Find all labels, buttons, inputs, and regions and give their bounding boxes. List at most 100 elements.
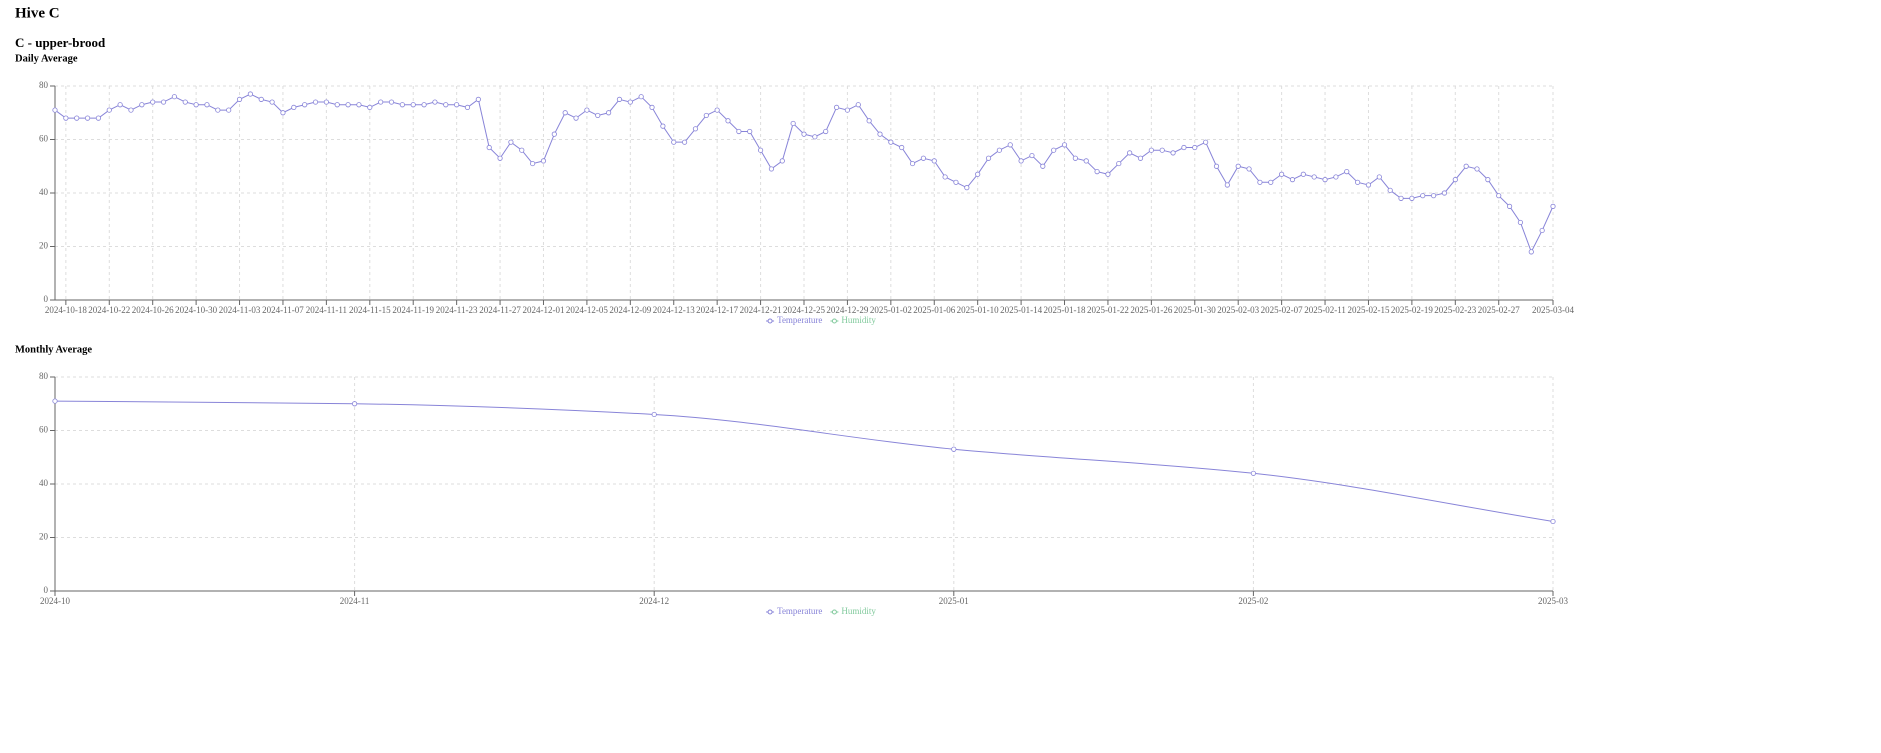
data-point bbox=[660, 123, 666, 129]
x-tick-label: 2025-03 bbox=[1538, 596, 1568, 606]
data-point bbox=[367, 104, 373, 111]
page-subtitle: C - upper-brood bbox=[15, 35, 106, 50]
data-point bbox=[833, 104, 840, 111]
x-tick-label: 2025-02-03 bbox=[1217, 305, 1259, 315]
data-point bbox=[812, 134, 818, 140]
data-point bbox=[378, 99, 384, 105]
data-point bbox=[1094, 169, 1100, 175]
legend-item: Temperature bbox=[766, 315, 822, 325]
data-point bbox=[1311, 174, 1317, 180]
data-point bbox=[269, 99, 275, 105]
x-tick-label: 2024-10-18 bbox=[45, 305, 87, 315]
data-point bbox=[1420, 193, 1426, 199]
data-point bbox=[606, 110, 612, 116]
data-point bbox=[1181, 144, 1187, 151]
x-tick-label: 2025-02-15 bbox=[1347, 305, 1389, 315]
legend-icon-dot bbox=[767, 318, 773, 324]
data-point bbox=[497, 155, 503, 161]
x-tick-label: 2024-11-19 bbox=[392, 305, 434, 315]
data-point bbox=[1224, 182, 1230, 188]
data-point bbox=[1083, 158, 1089, 164]
data-point bbox=[1463, 163, 1469, 169]
data-point bbox=[1159, 147, 1165, 153]
data-point bbox=[236, 96, 243, 102]
x-tick-label: 2024-12-29 bbox=[826, 305, 868, 315]
data-point bbox=[454, 102, 460, 108]
data-point bbox=[681, 139, 688, 145]
data-point bbox=[1051, 147, 1057, 153]
x-tick-label: 2024-12-05 bbox=[566, 305, 608, 315]
data-point bbox=[1116, 160, 1122, 167]
data-point bbox=[95, 115, 102, 121]
data-point bbox=[1137, 155, 1144, 161]
data-point bbox=[1192, 144, 1198, 151]
data-point bbox=[486, 144, 492, 151]
x-tick-label: 2024-12-13 bbox=[653, 305, 695, 315]
x-tick-label: 2025-01-02 bbox=[870, 305, 912, 315]
data-point bbox=[1061, 142, 1068, 148]
data-point bbox=[258, 96, 264, 102]
x-tick-label: 2025-01 bbox=[939, 596, 969, 606]
data-point bbox=[844, 107, 851, 113]
data-point bbox=[52, 107, 58, 113]
x-tick-label: 2025-02-07 bbox=[1261, 305, 1303, 315]
data-point bbox=[1268, 179, 1274, 185]
x-tick-label: 2025-03-04 bbox=[1532, 305, 1574, 315]
data-point bbox=[551, 131, 557, 137]
data-point bbox=[1300, 171, 1306, 177]
data-point bbox=[399, 102, 405, 108]
data-point bbox=[1506, 203, 1513, 209]
x-tick-label: 2025-01-30 bbox=[1174, 305, 1216, 315]
data-point bbox=[703, 112, 709, 119]
x-tick-label: 2025-01-26 bbox=[1130, 305, 1172, 315]
data-point bbox=[1250, 470, 1257, 476]
data-point bbox=[996, 147, 1002, 153]
data-point bbox=[627, 99, 633, 105]
data-point bbox=[302, 102, 308, 108]
y-tick-label: 0 bbox=[44, 585, 49, 595]
data-point bbox=[855, 102, 861, 108]
data-point bbox=[649, 104, 655, 111]
data-point bbox=[1528, 249, 1534, 255]
data-point bbox=[866, 118, 872, 124]
x-tick-label: 2025-02-23 bbox=[1434, 305, 1476, 315]
data-point bbox=[964, 185, 970, 191]
data-point bbox=[226, 107, 232, 113]
data-point bbox=[334, 102, 340, 108]
data-point bbox=[1127, 150, 1133, 156]
data-point bbox=[1279, 171, 1285, 177]
data-point bbox=[280, 110, 286, 116]
x-tick-label: 2025-01-22 bbox=[1087, 305, 1129, 315]
data-point bbox=[823, 128, 829, 135]
data-point bbox=[1376, 174, 1382, 180]
x-tick-label: 2025-01-18 bbox=[1044, 305, 1086, 315]
data-point bbox=[150, 99, 156, 105]
data-point bbox=[215, 107, 221, 113]
data-point bbox=[1257, 179, 1263, 185]
data-point bbox=[1148, 147, 1154, 153]
data-point bbox=[508, 139, 514, 145]
data-point bbox=[714, 107, 720, 113]
legend-item: Temperature bbox=[766, 606, 822, 616]
x-tick-label: 2024-11-07 bbox=[262, 305, 304, 315]
x-tick-label: 2025-02-27 bbox=[1478, 305, 1520, 315]
data-point bbox=[638, 94, 644, 100]
data-point bbox=[1485, 177, 1491, 183]
data-point bbox=[920, 155, 927, 161]
legend-icon-dot bbox=[767, 609, 773, 615]
data-point bbox=[1398, 195, 1404, 201]
x-tick-label: 2024-11-11 bbox=[306, 305, 347, 315]
data-point bbox=[117, 102, 123, 108]
data-point bbox=[584, 107, 590, 113]
data-point bbox=[562, 110, 568, 116]
y-tick-label: 20 bbox=[39, 241, 49, 251]
data-point bbox=[106, 107, 112, 113]
data-point bbox=[909, 160, 916, 167]
x-tick-label: 2024-11-27 bbox=[479, 305, 521, 315]
data-point bbox=[84, 115, 91, 121]
data-point bbox=[736, 128, 742, 135]
data-point bbox=[1246, 166, 1252, 172]
legend-label: Humidity bbox=[841, 606, 876, 616]
data-point bbox=[877, 131, 883, 137]
data-point bbox=[540, 158, 547, 164]
